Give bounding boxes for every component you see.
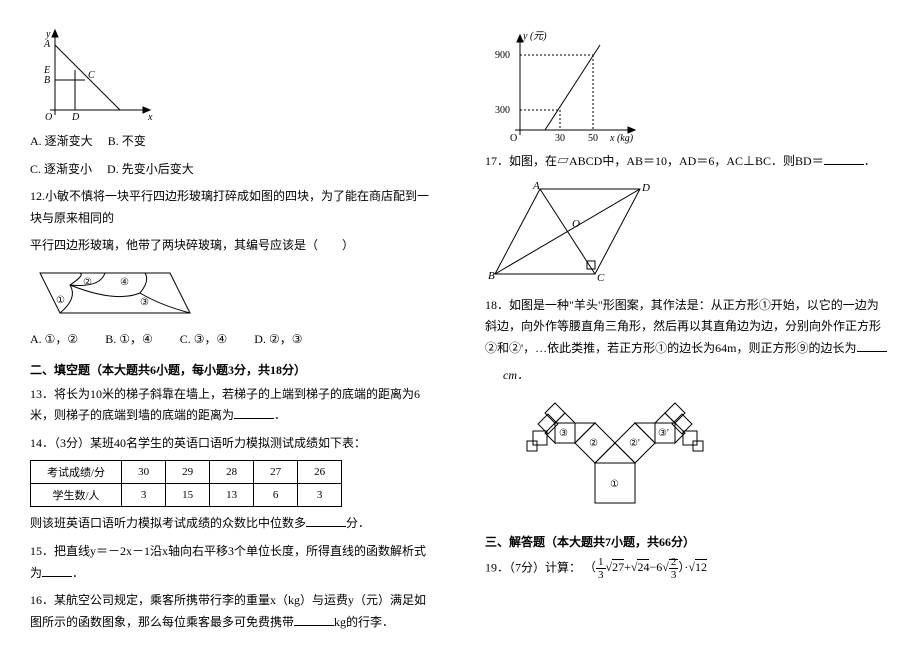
td-4: 6 [254, 484, 298, 507]
label-x: x [147, 112, 153, 123]
g2-50: 50 [588, 133, 598, 144]
td-3: 13 [210, 484, 254, 507]
pl-B: B [488, 270, 495, 282]
graph-freight: 300 900 30 50 O x (kg) y (元) [485, 25, 645, 145]
blank-q13 [234, 405, 274, 419]
g2-900: 900 [495, 50, 510, 61]
sh-3p: ③' [658, 428, 669, 439]
q12-C: C. ③，④ [180, 332, 228, 346]
q14-table: 考试成绩/分 30 29 28 27 26 学生数/人 3 15 13 6 3 [30, 460, 342, 507]
q18: 18．如图是一种"羊头"形图案，其作法是：从正方形①开始，以它的一边为斜边，向外… [485, 295, 890, 360]
th-0: 考试成绩/分 [31, 461, 122, 484]
opt-D: D. 先变小后变大 [107, 162, 194, 176]
th-1: 30 [122, 461, 166, 484]
q11-options-row2: C. 逐渐变小 D. 先变小后变大 [30, 159, 435, 181]
pl-D: D [641, 182, 650, 194]
q15: 15．把直线y＝－2x－1沿x轴向右平移3个单位长度，所得直线的函数解析式为． [30, 541, 435, 584]
pl-A: A [532, 180, 540, 192]
blank-q16 [294, 612, 334, 626]
q16: 16．某航空公司规定，乘客所携带行李的重量x（kg）与运费y（元）满足如图所示的… [30, 590, 435, 633]
q12-A: A. ①，② [30, 332, 78, 346]
pg-label-2: ② [83, 277, 92, 288]
label-y: y [45, 29, 51, 40]
g2-y: y (元) [522, 31, 547, 42]
opt-C: C. 逐渐变小 [30, 162, 92, 176]
q11-options-row1: A. 逐渐变大 B. 不变 [30, 131, 435, 153]
opt-B: B. 不变 [108, 134, 146, 148]
pl-O: O [572, 218, 580, 230]
th-5: 26 [298, 461, 342, 484]
blank-q14 [306, 513, 346, 527]
q13: 13．将长为10米的梯子斜靠在墙上，若梯子的上端到梯子的底端的距离为6米，则梯子… [30, 384, 435, 427]
th-4: 27 [254, 461, 298, 484]
g2-300: 300 [495, 105, 510, 116]
section3-title: 三、解答题（本大题共7小题，共66分） [485, 533, 890, 550]
q14: 14．（3分）某班40名学生的英语口语听力模拟测试成绩如下表： [30, 433, 435, 455]
label-O: O [45, 112, 52, 123]
parallelogram-broken: ① ② ④ ③ [30, 263, 200, 323]
opt-A: A. 逐渐变大 [30, 134, 93, 148]
q12-options: A. ①，② B. ①，④ C. ③，④ D. ②，③ [30, 329, 435, 351]
graph-linear-triangle: A E B C D O x y [30, 25, 160, 125]
blank-q17 [824, 151, 864, 165]
td-5: 3 [298, 484, 342, 507]
parallelogram-abcd: A B C D O [485, 179, 655, 289]
sh-3: ③ [559, 428, 568, 439]
pl-C: C [597, 272, 605, 284]
sh-1: ① [610, 479, 619, 490]
blank-q18 [857, 338, 887, 352]
section2-title: 二、填空题（本大题共6小题，每小题3分，共18分） [30, 361, 435, 378]
td-2: 15 [166, 484, 210, 507]
q14-text2: 则该班英语口语听力模拟考试成绩的众数比中位数多分． [30, 513, 435, 535]
pg-label-3: ③ [140, 297, 149, 308]
q12-B: B. ①，④ [105, 332, 153, 346]
g2-x: x (kg) [609, 133, 634, 144]
td-1: 3 [122, 484, 166, 507]
sh-2p: ②' [629, 438, 640, 449]
q19: 19．（7分）计算： （13√27+√24−6√23）·√12 [485, 556, 890, 581]
label-B: B [44, 75, 50, 86]
blank-q15 [42, 563, 72, 577]
sheep-head-figure: ① ② ②' ③ ③' [485, 393, 745, 523]
q17: 17．如图，在▱ABCD中，AB＝10，AD＝6，AC⊥BC．则BD＝． [485, 151, 890, 173]
th-3: 28 [210, 461, 254, 484]
label-A: A [43, 39, 51, 50]
td-0: 学生数/人 [31, 484, 122, 507]
sh-2: ② [589, 438, 598, 449]
pg-label-1: ① [56, 295, 65, 306]
q12-text: 12.小敏不慎将一块平行四边形玻璃打碎成如图的四块，为了能在商店配到一块与原来相… [30, 186, 435, 229]
label-C: C [88, 70, 95, 81]
th-2: 29 [166, 461, 210, 484]
q19-formula: （13√27+√24−6√23）·√12 [584, 560, 707, 574]
q12-text2: 平行四边形玻璃，他带了两块碎玻璃，其编号应该是（ ） [30, 235, 435, 257]
q18-end: cm． [485, 365, 890, 387]
q12-D: D. ②，③ [254, 332, 302, 346]
label-D: D [71, 112, 80, 123]
pg-label-4: ④ [120, 277, 129, 288]
g2-30: 30 [555, 133, 565, 144]
g2-O: O [510, 133, 517, 144]
